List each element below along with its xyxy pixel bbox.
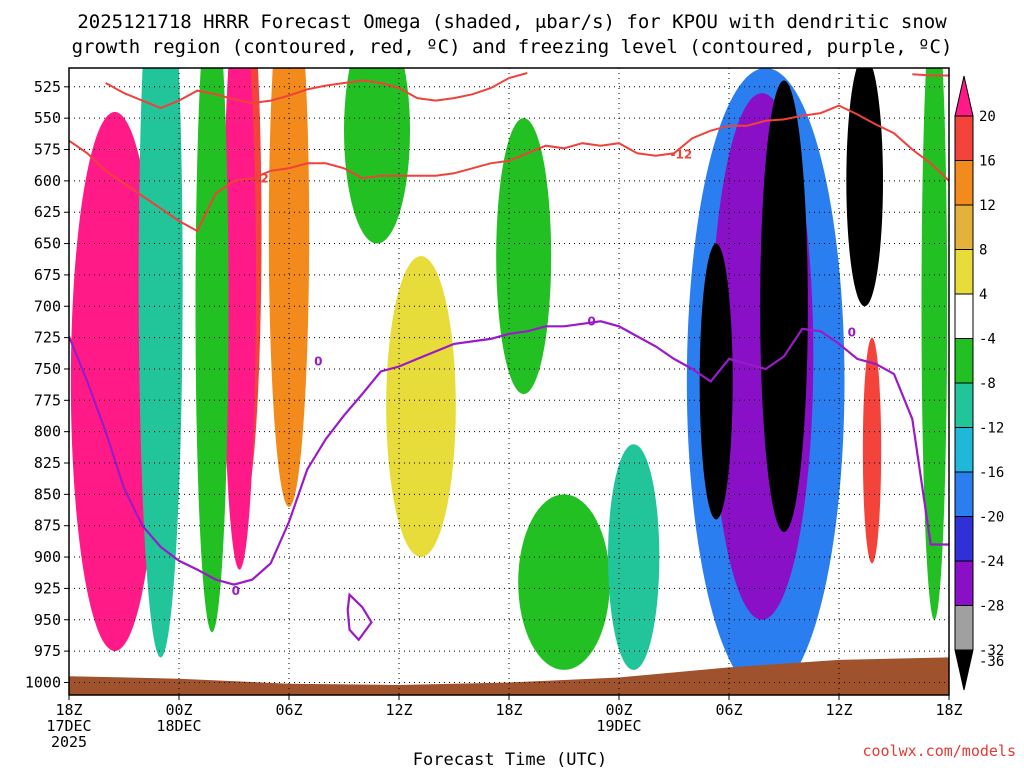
colorbar-label-9: -20 (979, 510, 1004, 526)
omega-shade-6 (344, 68, 410, 244)
colorbar-box-0 (954, 115, 974, 161)
colorbar-label-3: 8 (979, 243, 987, 259)
freezing-label-1: 0 (314, 354, 322, 368)
omega-shade-16 (862, 337, 882, 564)
ytick-label-975: 975 (34, 642, 61, 660)
xtick-label-24-0: 18Z (495, 701, 522, 719)
colorbar-box-1 (954, 160, 974, 206)
xtick-label-0-0: 18Z (55, 701, 82, 719)
colorbar-label-8: -16 (979, 465, 1004, 481)
dgz-contour-0 (69, 104, 949, 233)
xtick-label-6-0: 00Z (165, 701, 192, 719)
terrain-fill (69, 657, 949, 695)
ytick-label-550: 550 (34, 109, 61, 127)
freezing-label-3: 0 (587, 314, 595, 328)
colorbar-label-11: -28 (979, 599, 1004, 615)
ytick-label-600: 600 (34, 172, 61, 190)
terrain (69, 657, 949, 695)
xtick-label-48-0: 18Z (935, 701, 962, 719)
gridlines (68, 68, 950, 695)
ytick-label-575: 575 (34, 141, 61, 159)
omega-shade-7 (496, 118, 552, 395)
freezing-level-loop (346, 592, 373, 642)
y-axis-ticks: 525 550 575 600 625 650 675 700 725 750 775 800 825 8… (25, 78, 69, 691)
dgz-label-2: -12 (670, 148, 692, 162)
x-axis-label: Forecast Time (UTC) (413, 750, 607, 768)
omega-shade-17 (921, 68, 948, 620)
ytick-label-925: 925 (34, 579, 61, 597)
colorbar-label-1: 16 (979, 154, 996, 170)
colorbar-box-3 (954, 249, 974, 295)
omega-shade-5 (195, 68, 229, 633)
colorbar-top-arrow (954, 75, 974, 117)
colorbar-box-7 (954, 427, 974, 473)
colorbar-label-4: 4 (979, 287, 987, 303)
colorbar-label-12: -32 (979, 643, 1004, 659)
ytick-label-825: 825 (34, 454, 61, 472)
omega-shading (70, 68, 948, 695)
colorbar-box-4 (954, 293, 974, 339)
ytick-label-675: 675 (34, 266, 61, 284)
colorbar-bottom-arrow (954, 649, 974, 691)
colorbar-box-2 (954, 204, 974, 250)
xtick-label-6-1: 18DEC (156, 717, 201, 735)
xtick-label-0-2: 2025 (51, 733, 87, 751)
ytick-label-625: 625 (34, 203, 61, 221)
ytick-label-850: 850 (34, 485, 61, 503)
colorbar: 20 16 12 8 4 -4 -8 -12 -16 -20 -24 -28 -32-36 (954, 75, 1004, 691)
ytick-label-725: 725 (34, 329, 61, 347)
ytick-label-700: 700 (34, 297, 61, 315)
omega-shade-10 (608, 444, 660, 670)
ytick-label-900: 900 (34, 548, 61, 566)
xtick-label-42-0: 12Z (825, 701, 852, 719)
colorbar-label-0: 20 (979, 109, 996, 125)
ytick-label-1000: 1000 (25, 673, 61, 691)
colorbar-box-8 (954, 471, 974, 517)
xtick-label-30-0: 00Z (605, 701, 632, 719)
omega-shade-9 (518, 494, 610, 670)
colorbar-label-7: -12 (979, 421, 1004, 437)
omega-shade-3 (268, 68, 310, 507)
colorbar-box-5 (954, 338, 974, 384)
ytick-label-800: 800 (34, 423, 61, 441)
colorbar-box-11 (954, 605, 974, 651)
colorbar-label-2: 12 (979, 198, 996, 214)
colorbar-label-last: -36 (979, 654, 1004, 670)
dgz-label-1: -12 (247, 171, 269, 185)
freezing-label-2: 0 (232, 584, 240, 598)
colorbar-label-6: -8 (979, 376, 996, 392)
chart-title-line-1: 2025121718 HRRR Forecast Omega (shaded, … (77, 11, 947, 33)
xtick-label-12-0: 06Z (275, 701, 302, 719)
colorbar-box-10 (954, 560, 974, 606)
ytick-label-750: 750 (34, 360, 61, 378)
colorbar-box-9 (954, 516, 974, 562)
freezing-level-contour (69, 320, 949, 586)
freezing-label-4: 0 (848, 326, 856, 340)
xtick-label-36-0: 06Z (715, 701, 742, 719)
ytick-label-950: 950 (34, 611, 61, 629)
xtick-label-0-1: 17DEC (46, 717, 91, 735)
omega-shade-8 (386, 256, 456, 558)
colorbar-box-6 (954, 382, 974, 428)
dgz-contour-1 (105, 72, 528, 110)
colorbar-label-10: -24 (979, 554, 1004, 570)
ytick-label-775: 775 (34, 391, 61, 409)
plot-area: -12 -12 0 0 0 0 (68, 67, 950, 696)
chart-title-line-2: growth region (contoured, red, ºC) and f… (72, 36, 953, 58)
ytick-label-650: 650 (34, 235, 61, 253)
xtick-label-18-0: 12Z (385, 701, 412, 719)
xtick-label-30-1: 19DEC (596, 717, 641, 735)
ytick-label-875: 875 (34, 517, 61, 535)
omega-shade-14 (699, 243, 733, 520)
omega-shade-15 (846, 68, 883, 307)
ytick-label-525: 525 (34, 78, 61, 96)
credit-text: coolwx.com/models (862, 742, 1016, 760)
dgz-contour-2 (912, 73, 949, 77)
colorbar-label-5: -4 (979, 332, 996, 348)
contours: -12 -12 0 0 0 0 (69, 72, 949, 642)
omega-shade-2 (223, 68, 256, 570)
